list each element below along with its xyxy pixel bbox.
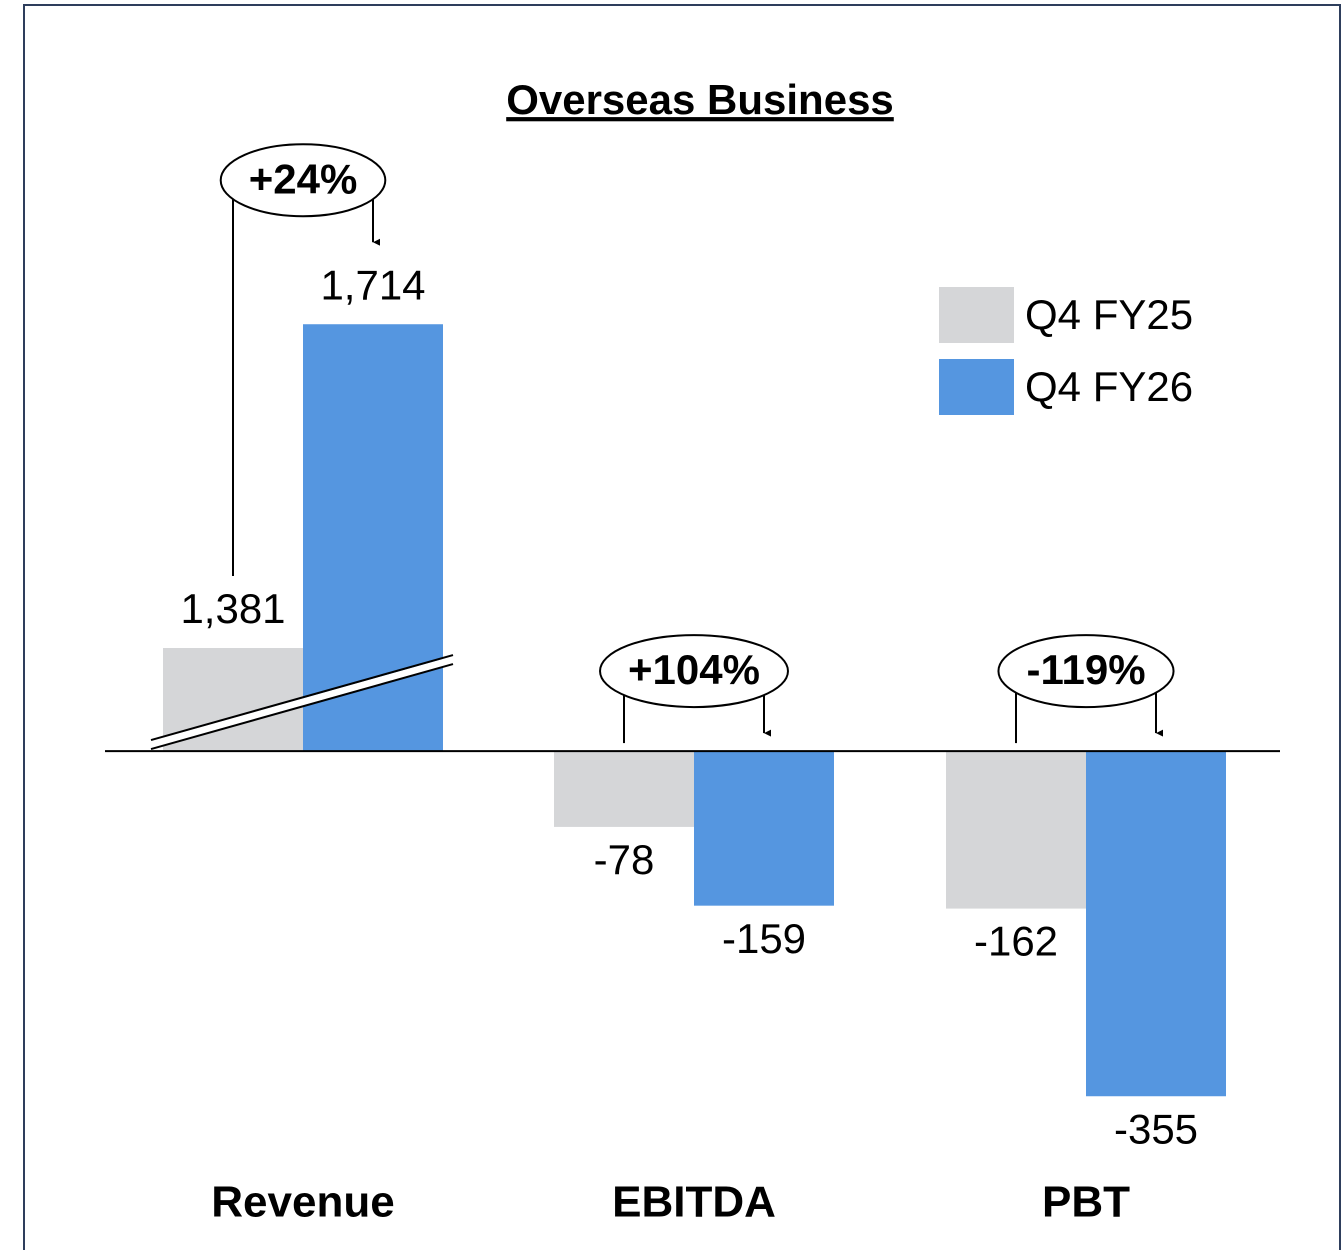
axis-break-line — [150, 663, 454, 751]
legend-label: Q4 FY26 — [1025, 363, 1193, 410]
growth-label: +104% — [628, 646, 760, 693]
value-label: 1,381 — [180, 585, 285, 632]
value-label: -78 — [594, 836, 655, 883]
bar — [554, 751, 694, 827]
axis-break — [151, 656, 453, 750]
growth-label: +24% — [249, 155, 358, 202]
x-tick-label: EBITDA — [612, 1178, 776, 1227]
legend-swatch — [939, 359, 1014, 415]
legend-label: Q4 FY25 — [1025, 291, 1193, 338]
x-tick-label: PBT — [1042, 1178, 1130, 1227]
chart-title: Overseas Business — [506, 76, 894, 123]
growth-bubble — [219, 143, 387, 218]
frame — [23, 4, 1341, 1250]
value-label: -162 — [974, 918, 1058, 965]
bar — [1086, 751, 1226, 1097]
axis-break-line — [150, 654, 454, 742]
bar — [694, 751, 834, 906]
value-label: 1,714 — [320, 261, 425, 308]
legend-swatch — [939, 287, 1014, 343]
value-label: -355 — [1114, 1105, 1198, 1152]
growth-bubble — [997, 634, 1175, 709]
growth-bubble — [599, 634, 789, 709]
x-tick-label: Revenue — [211, 1178, 394, 1227]
growth-label: -119% — [1026, 646, 1145, 693]
bar — [946, 751, 1086, 909]
value-label: -159 — [722, 915, 806, 962]
